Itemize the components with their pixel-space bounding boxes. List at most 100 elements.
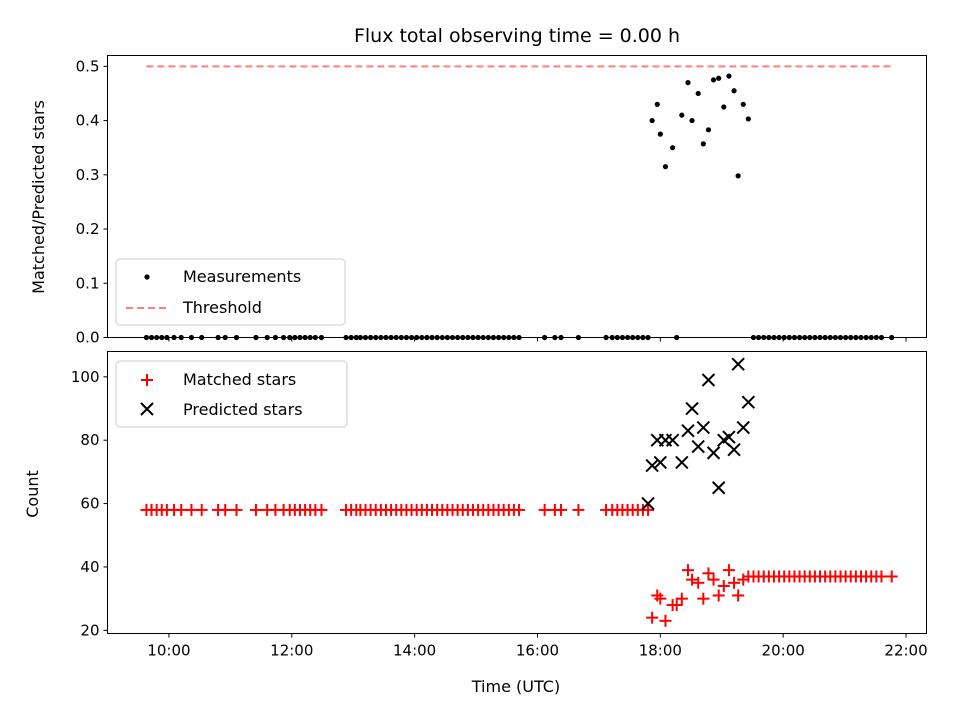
chart-title: Flux total observing time = 0.00 h [354,25,680,47]
matched-star-point [230,503,243,516]
matched-star-point [728,576,741,589]
predicted-star-point [691,439,705,454]
matched-star-point [885,570,898,583]
matched-star-point [646,611,659,624]
top-y-axis-label: Matched/Predicted stars [29,100,48,294]
measurement-point [740,101,746,107]
predicted-star-stroke [653,455,668,470]
predicted-star-stroke [741,395,756,409]
predicted-star-stroke [722,430,736,444]
predicted-star-stroke [696,420,711,435]
predicted-star-stroke [681,424,695,438]
matched-star-point [686,573,699,586]
predicted-star-point [706,446,721,460]
x-axis-label: Time (UTC) [471,677,560,696]
matched-star-point [722,564,735,577]
predicted-star-point [685,401,699,416]
measurement-point [685,80,691,86]
matched-star-point [707,573,720,586]
legend-predicted-marker [140,402,154,416]
x-tick-label: 12:00 [270,642,313,660]
bottom-y-tick-label: 60 [80,495,99,513]
top-y-tick-label: 0.3 [76,166,100,184]
predicted-star-point [722,430,736,444]
predicted-star-point [645,458,659,473]
predicted-star-point [736,420,750,435]
measurement-point [662,164,669,170]
legend-matched-label: Matched stars [183,370,296,389]
matched-star-point [642,503,655,516]
top-y-tick-label: 0.5 [76,57,100,75]
measurement-point [689,117,695,124]
bottom-y-tick-label: 100 [71,368,100,386]
predicted-star-point [675,455,689,470]
x-tick-label: 16:00 [516,642,559,660]
predicted-star-stroke [691,439,705,454]
matched-star-point [697,592,710,605]
matched-star-point [555,503,568,516]
predicted-star-point [665,433,680,447]
x-tick-label: 10:00 [147,642,190,660]
matched-star-point [659,614,672,627]
predicted-star-stroke [701,373,716,387]
matched-star-point [702,567,715,580]
bottom-y-tick-label: 40 [80,558,99,576]
measurement-point [721,104,727,110]
matched-star-point [732,589,745,602]
bottom-legend: Matched stars Predicted stars [115,360,348,428]
measurement-point [735,173,741,179]
matched-star-point [875,570,888,583]
legend-measurements-marker [144,274,150,280]
legend-predicted-label: Predicted stars [183,400,303,419]
predicted-star-point [653,455,668,470]
predicted-star-stroke [727,443,741,457]
measurement-point [710,77,717,83]
measurement-point [695,90,701,97]
matched-star-point [195,503,208,516]
top-y-tick-label: 0.2 [76,220,100,238]
matched-star-point [538,503,551,516]
top-y-tick-label: 0.0 [76,329,100,347]
top-y-tick-label: 0.1 [76,274,100,292]
predicted-star-point [731,357,745,371]
matched-star-point [675,592,688,605]
bottom-y-axis-label: Count [23,470,42,518]
matched-star-point [249,503,262,516]
predicted-star-stroke [645,458,659,473]
measurement-point [716,75,722,81]
x-tick-label: 22:00 [884,642,927,660]
matched-star-point [572,503,585,516]
measurement-point [726,73,732,79]
matched-star-point [670,598,683,611]
bottom-panel: Count Time (UTC) 20 40 60 80 100 10:00 12:00 14… [23,351,928,696]
predicted-star-point [741,395,756,409]
x-tick-label: 18:00 [639,642,682,660]
bottom-plot-frame [107,351,927,634]
predicted-star-stroke [665,433,680,447]
legend-threshold-label: Threshold [182,298,262,317]
measurement-point [679,112,685,118]
predicted-star-point [681,424,695,438]
predicted-star-point [701,373,716,387]
matched-star-point [175,503,188,516]
measurement-point [745,116,751,122]
predicted-star-stroke [711,481,726,495]
top-y-tick-label: 0.4 [76,112,100,130]
predicted-star-point [727,443,741,457]
predicted-star-point [696,420,711,435]
measurement-point [654,101,660,107]
top-legend-box [115,258,346,326]
matched-star-point [315,503,328,516]
x-tick-label: 14:00 [393,642,436,660]
x-tick-label: 20:00 [762,642,805,660]
predicted-star-point [641,496,655,511]
predicted-star-stroke [731,357,745,371]
predicted-star-stroke [736,420,750,435]
bottom-y-tick-label: 80 [80,431,99,449]
matched-star-point [717,579,730,592]
matched-star-point [513,503,526,516]
predicted-star-stroke [706,446,721,460]
measurement-point [700,141,706,147]
predicted-star-stroke [641,496,655,511]
matched-star-point [692,576,705,589]
